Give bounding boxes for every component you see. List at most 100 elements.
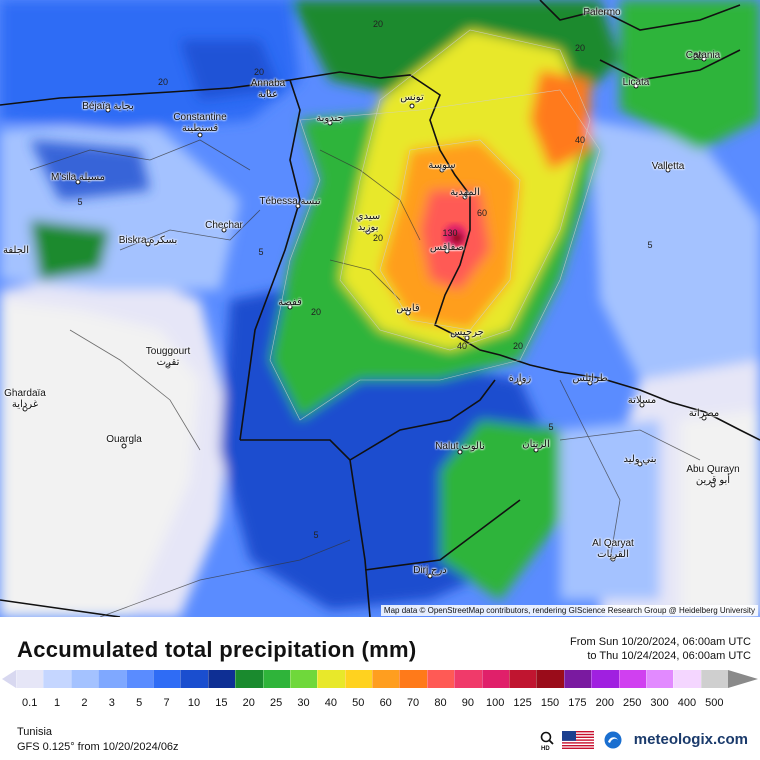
city-label: Abu Qurayn أبو قرين <box>686 464 740 486</box>
color-scale-label: 50 <box>352 697 365 709</box>
contour-value-label: 20 <box>310 307 322 317</box>
contour-value-label: 20 <box>574 43 586 53</box>
precipitation-map: Palermo Catania Licata Valletta Annaba عنابة ت… <box>0 0 760 617</box>
color-scale-label: 30 <box>297 697 310 709</box>
contour-value-label: 20 <box>157 77 169 87</box>
contour-value-label: 20 <box>372 19 384 29</box>
city-label: زوارة <box>508 373 532 384</box>
color-scale-label: 40 <box>324 697 338 709</box>
color-scale-swatch <box>207 670 236 688</box>
city-label: طرابلس <box>572 373 608 384</box>
color-scale-swatch <box>262 670 290 688</box>
city-label: Béjaïa بجاية <box>82 101 134 112</box>
color-scale-swatch <box>70 670 99 688</box>
color-scale-label: 5 <box>136 697 143 709</box>
color-scale-label: 15 <box>215 697 228 709</box>
city-label: Nalut نالوت <box>435 441 485 452</box>
color-scale-swatch <box>426 670 455 688</box>
color-scale-swatch <box>673 670 701 688</box>
country-borders <box>0 0 760 617</box>
color-scale-label: 250 <box>622 697 642 709</box>
contour-value-label: 5 <box>313 530 319 540</box>
city-label: Biskra بسكرة <box>118 235 178 246</box>
city-label: مسلاتة <box>627 395 657 406</box>
legend-arrow-right-icon <box>728 670 758 688</box>
color-scale-label: 7 <box>163 697 170 709</box>
color-scale-label: 0.1 <box>22 697 38 709</box>
color-scale-label: 200 <box>595 697 614 709</box>
city-label: الجلفة <box>2 245 30 256</box>
color-scale-swatch <box>700 670 729 688</box>
model-run: GFS 0.125° from 10/20/2024/06z <box>17 741 179 753</box>
color-scale-label: 10 <box>187 697 201 709</box>
color-scale-label: 175 <box>568 697 587 709</box>
period-to: to Thu 10/24/2024, 06:00am UTC <box>587 650 751 662</box>
contour-value-label: 20 <box>692 52 704 62</box>
color-scale-label: 60 <box>379 697 392 709</box>
city-label: Chechar <box>205 220 243 231</box>
city-label: تونس <box>400 92 424 103</box>
region-name: Tunisia <box>17 726 53 738</box>
us-flag-icon[interactable] <box>562 731 594 749</box>
color-scale <box>16 670 729 688</box>
color-scale-swatch <box>180 670 208 688</box>
contour-value-label: 5 <box>647 240 653 250</box>
color-scale-label: 150 <box>540 697 560 709</box>
color-scale-swatch <box>399 670 427 688</box>
color-scale-labels: 0.1 1 2 3 5 7 10 15 20 25 30 40 50 60 70 80 90 100 125 150 1… <box>16 697 756 711</box>
color-scale-label: 2 <box>81 697 88 709</box>
period-range: From Sun 10/20/2024, 06:00am UTC to Thu … <box>570 635 751 663</box>
color-scale-swatch <box>344 670 373 688</box>
contour-value-label: 40 <box>574 135 586 145</box>
color-scale-swatch <box>563 670 592 688</box>
contour-value-label: 5 <box>77 197 83 207</box>
color-scale-label: 3 <box>108 697 115 709</box>
city-label: سيدي بوزيد <box>355 211 381 233</box>
color-scale-label: 125 <box>513 697 532 709</box>
contour-value-label: 40 <box>456 341 468 351</box>
city-label: بني وليد <box>623 454 657 465</box>
city-label: Ghardaïa غرداية <box>4 388 46 410</box>
color-scale-label: 500 <box>705 697 724 709</box>
city-label: Dirj درج <box>413 565 447 576</box>
map-title: Accumulated total precipitation (mm) <box>17 637 417 662</box>
city-label: جرجيس <box>450 327 484 338</box>
color-scale-swatch <box>454 670 482 688</box>
map-attribution[interactable]: Map data © OpenStreetMap contributors, r… <box>380 605 758 616</box>
color-scale-swatch <box>618 670 646 688</box>
city-label: Licata <box>622 77 650 88</box>
city-label: قابس <box>396 303 420 314</box>
city-label: Ouargla <box>106 434 142 445</box>
color-scale-swatch <box>536 670 564 688</box>
color-scale-swatch <box>43 670 71 688</box>
city-label: مصراتة <box>688 408 720 419</box>
color-scale-swatch <box>481 670 510 688</box>
color-scale-label: 300 <box>650 697 669 709</box>
color-scale-swatch <box>289 670 318 688</box>
color-scale-swatch <box>235 670 263 688</box>
legend-arrow-left-icon <box>2 670 16 688</box>
hd-search-icon[interactable]: HD <box>540 731 556 751</box>
contour-value-label: 20 <box>372 233 384 243</box>
legend-panel: Accumulated total precipitation (mm) Fro… <box>0 617 760 760</box>
contour-value-label: 5 <box>548 422 554 432</box>
color-scale-swatch <box>152 670 181 688</box>
city-label: سوسة <box>428 160 456 171</box>
color-scale-label: 1 <box>54 697 61 709</box>
city-label: قفصة <box>278 297 302 308</box>
city-label: Catania <box>685 50 721 61</box>
period-from: From Sun 10/20/2024, 06:00am UTC <box>570 636 751 648</box>
contour-value-label: 60 <box>476 208 488 218</box>
color-scale-swatch <box>317 670 345 688</box>
city-label: Tébessa تبسة <box>259 196 321 207</box>
color-scale-swatch <box>372 670 400 688</box>
color-scale-label: 100 <box>486 697 505 709</box>
city-label: الزنتان <box>522 439 550 450</box>
city-label: M'sila مسيلة <box>51 172 105 183</box>
city-label: Annaba عنابة <box>250 78 286 100</box>
brand-name[interactable]: meteologix.com <box>633 731 748 748</box>
color-scale-label: 90 <box>461 697 474 709</box>
contour-value-label: 20 <box>512 341 524 351</box>
color-scale-swatch <box>16 670 44 688</box>
city-label: Constantine قسنطينة <box>173 112 227 134</box>
